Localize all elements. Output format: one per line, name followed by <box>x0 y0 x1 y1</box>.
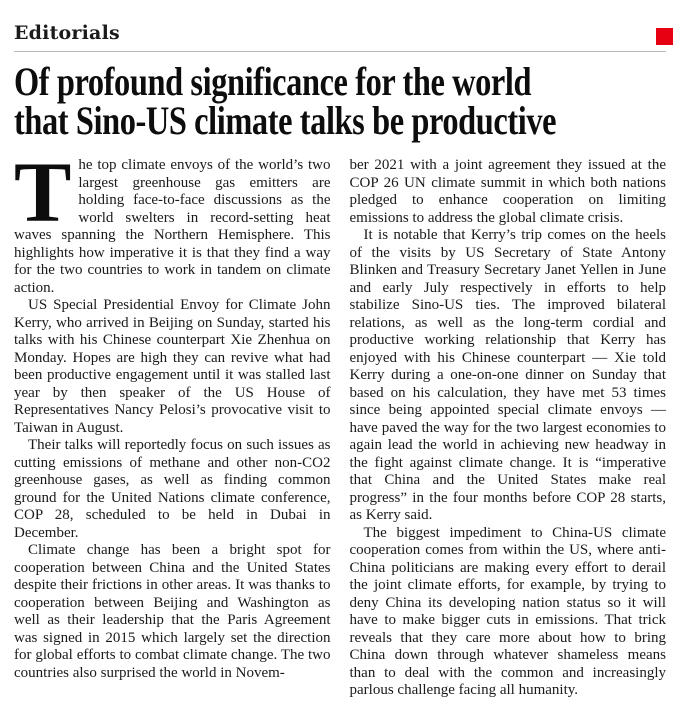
article-paragraph: Climate change has been a bright spot fo… <box>14 542 331 681</box>
section-rule <box>14 51 666 52</box>
article-paragraph: It is notable that Kerry’s trip comes on… <box>349 227 667 523</box>
article-paragraph: Their talks will reportedly focus on suc… <box>14 437 331 541</box>
article-paragraph: ber 2021 with a joint agreement they iss… <box>349 157 667 226</box>
masthead-red-square <box>656 28 673 45</box>
headline-line-2: that Sino-US climate talks be productive <box>14 98 557 143</box>
article-paragraph: US Special Presidential Envoy for Climat… <box>14 297 331 436</box>
section-label: Editorials <box>14 22 120 44</box>
editorial-page: Editorials Of profound significance for … <box>0 22 680 700</box>
drop-cap: T <box>14 144 72 240</box>
article-paragraph: The biggest impediment to China-US clima… <box>349 524 667 699</box>
article-headline: Of profound significance for the world t… <box>14 59 557 143</box>
article-column-right: ber 2021 with a joint agreement they iss… <box>350 157 667 700</box>
headline-line-1: Of profound significance for the world <box>14 59 532 104</box>
